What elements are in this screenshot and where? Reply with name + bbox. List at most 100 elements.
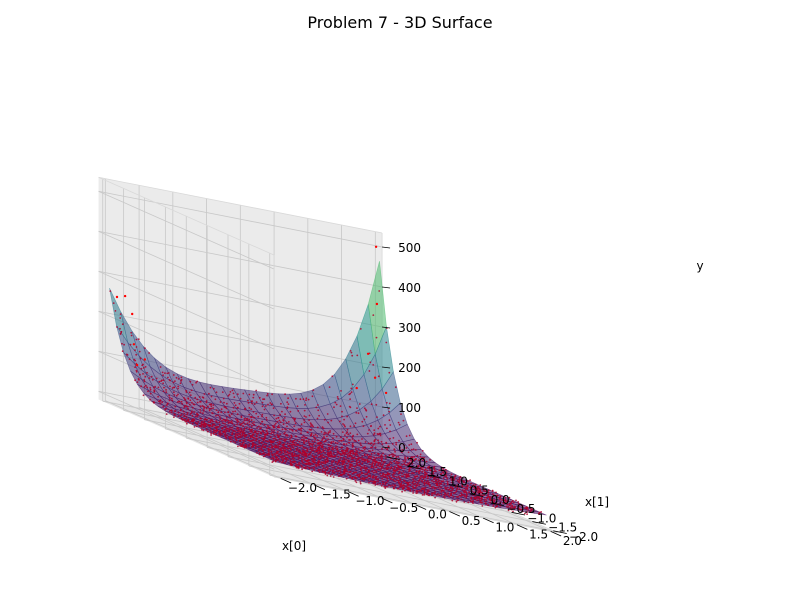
scatter-point [202, 429, 205, 432]
scatter-point [402, 488, 404, 490]
scatter-point [413, 459, 416, 462]
scatter-point [398, 470, 401, 473]
scatter-point [333, 471, 336, 474]
scatter-point [317, 469, 320, 471]
scatter-point [329, 430, 331, 432]
scatter-point [378, 461, 381, 464]
scatter-point [249, 440, 252, 442]
scatter-point [419, 453, 422, 456]
scatter-point [372, 467, 375, 469]
scatter-point [368, 460, 371, 463]
scatter-point [209, 403, 212, 406]
scatter-point [341, 410, 343, 413]
scatter-point [277, 450, 280, 453]
scatter-point [181, 402, 184, 405]
scatter-point [313, 440, 316, 443]
scatter-point [451, 489, 453, 492]
scatter-point [248, 407, 251, 409]
scatter-point [527, 509, 530, 511]
scatter-point [511, 504, 513, 507]
scatter-point [328, 447, 331, 450]
scatter-point [255, 401, 258, 404]
scatter-point [402, 479, 405, 482]
scatter-point [337, 460, 340, 462]
scatter-point [257, 415, 260, 418]
scatter-point [196, 398, 199, 401]
scatter-point [135, 346, 138, 348]
scatter-point [287, 444, 290, 447]
scatter-point [363, 467, 366, 470]
scatter-point [344, 466, 347, 469]
scatter-point [161, 371, 164, 374]
scatter-point [425, 482, 428, 485]
scatter-point [444, 468, 447, 471]
scatter-point [254, 439, 257, 442]
scatter-point [423, 494, 425, 496]
scatter-point [228, 436, 230, 438]
scatter-point [345, 470, 347, 473]
scatter-point [353, 452, 355, 455]
scatter-point [352, 434, 355, 437]
scatter-point [287, 458, 289, 461]
scatter-point [395, 467, 398, 470]
scatter-point [186, 422, 188, 425]
scatter-point [356, 433, 359, 436]
scatter-point [302, 435, 305, 438]
scatter-point [331, 448, 333, 451]
scatter-point [285, 422, 288, 424]
scatter-point [483, 498, 486, 501]
scatter-point [343, 454, 346, 456]
scatter-point [207, 405, 209, 408]
scatter-point [366, 460, 369, 463]
scatter-point [351, 442, 354, 445]
scatter-point [383, 467, 385, 470]
scatter-point [388, 419, 391, 422]
scatter-point [174, 405, 177, 408]
scatter-point [416, 490, 419, 493]
scatter-point [360, 449, 363, 452]
scatter-point [253, 416, 256, 419]
scatter-point [435, 487, 437, 489]
scatter-point [445, 471, 448, 473]
scatter-point [248, 443, 251, 446]
scatter-point [483, 490, 485, 492]
scatter-point [294, 435, 297, 438]
scatter-point [244, 445, 247, 448]
scatter-point [201, 396, 204, 398]
z-tick-mark [382, 246, 391, 249]
scatter-point [260, 432, 263, 435]
scatter-point [297, 410, 300, 412]
scatter-point [337, 397, 339, 400]
scatter-point [290, 462, 292, 465]
scatter-point [351, 472, 354, 475]
scatter-point [302, 466, 305, 469]
scatter-point [358, 460, 361, 463]
scatter-point [470, 482, 472, 485]
scatter-point [472, 484, 475, 487]
scatter-point [510, 508, 513, 511]
scatter-point [349, 350, 352, 352]
scatter-point [239, 434, 242, 436]
scatter-point [332, 440, 335, 443]
scatter-point [244, 408, 247, 411]
scatter-point [342, 423, 344, 425]
scatter-point [368, 429, 370, 431]
scatter-point [282, 419, 284, 421]
scatter-point [327, 431, 330, 434]
scatter-point [336, 463, 339, 466]
scatter-point [367, 479, 370, 481]
scatter-point [302, 446, 305, 449]
scatter-point [415, 492, 418, 495]
scatter-point [313, 469, 316, 471]
scatter-point [332, 437, 334, 440]
scatter-point [356, 354, 359, 357]
scatter-point [238, 402, 241, 405]
scatter-point [372, 314, 375, 316]
scatter-point [424, 468, 427, 470]
scatter-point [356, 453, 358, 455]
scatter-point [284, 453, 286, 455]
scatter-point [317, 409, 320, 412]
scatter-point [248, 423, 251, 426]
scatter-point [178, 400, 181, 403]
scatter-point [243, 446, 246, 449]
